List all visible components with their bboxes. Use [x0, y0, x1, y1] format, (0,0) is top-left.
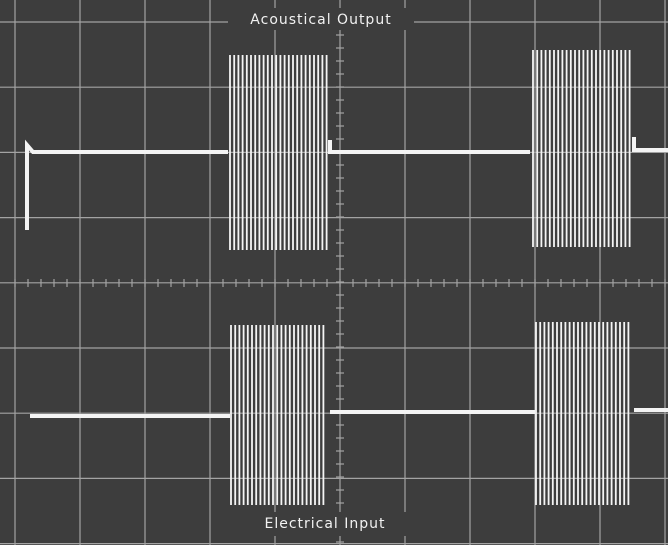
- page: {"labels": {"top": "Acoustical Output", …: [0, 0, 668, 545]
- oscilloscope-screen: Acoustical Output Electrical Input: [0, 0, 668, 545]
- screen-background: [0, 0, 668, 545]
- top-trace-label: Acoustical Output: [250, 12, 391, 28]
- bottom-trace-label: Electrical Input: [264, 516, 385, 532]
